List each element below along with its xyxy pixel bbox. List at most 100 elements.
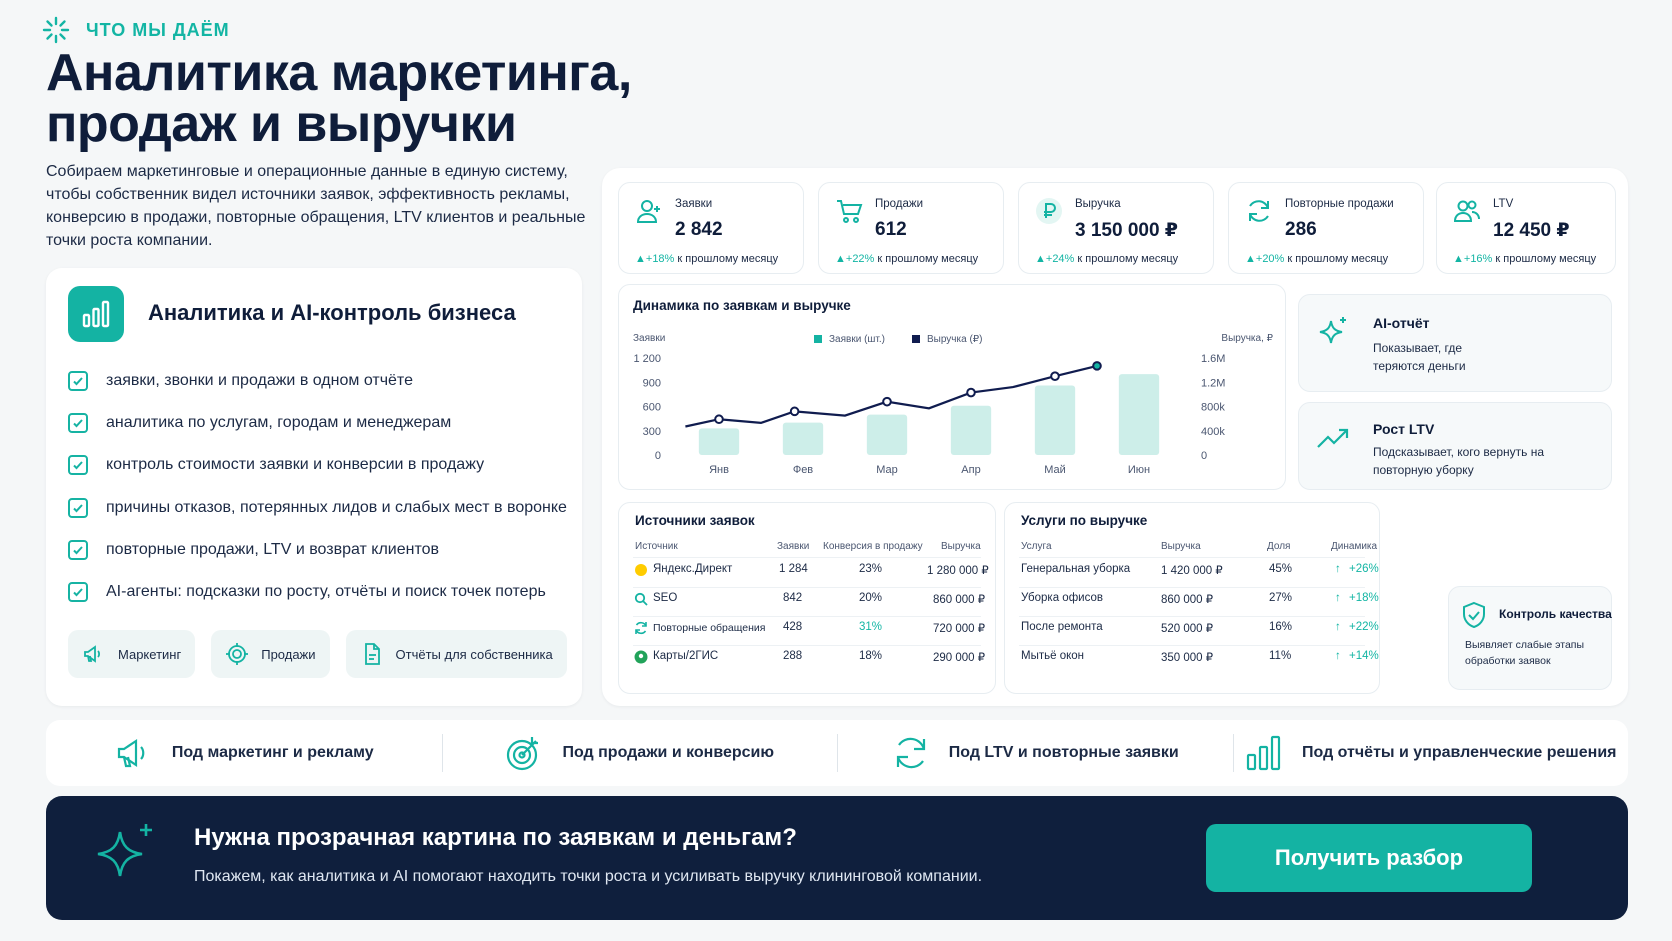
cta-banner: Нужна прозрачная картина по заявкам и де… bbox=[46, 796, 1628, 920]
chart-title: Динамика по заявкам и выручке bbox=[633, 298, 851, 313]
map-pin-icon bbox=[634, 650, 648, 664]
yandex-icon bbox=[635, 564, 647, 576]
source-leads: 288 bbox=[783, 650, 803, 662]
service-dynamics: +26% bbox=[1349, 563, 1379, 575]
list-item: контроль стоимости заявки и конверсии в … bbox=[68, 444, 578, 486]
row-divider bbox=[1019, 645, 1365, 646]
checkbox-icon bbox=[68, 371, 88, 392]
legend-revenue: Выручка (₽) bbox=[927, 334, 982, 345]
megaphone-icon bbox=[117, 738, 145, 768]
arrow-up-icon: ↑ bbox=[1335, 592, 1341, 604]
use-case-reports: Под отчёты и управленческие решения bbox=[1232, 720, 1629, 786]
list-item: аналитика по услугам, городам и менеджер… bbox=[68, 402, 578, 444]
refresh-icon bbox=[896, 737, 925, 769]
kpi-card-ltv: LTV 12 450 ₽ ▲+16% к прошлому месяцу bbox=[1436, 182, 1616, 274]
service-revenue: 350 000 ₽ bbox=[1161, 652, 1214, 664]
list-item: заявки, звонки и продажи в одном отчёте bbox=[68, 360, 578, 402]
source-leads: 842 bbox=[783, 592, 803, 604]
kpi-value: 612 bbox=[875, 219, 907, 240]
source-name: Яндекс.Директ bbox=[653, 563, 733, 575]
list-item: AI-агенты: подсказки по росту, отчёты и … bbox=[68, 571, 578, 613]
revenue-point bbox=[1092, 361, 1102, 371]
y2-tick-label: 1.6M bbox=[1201, 353, 1225, 365]
checkbox-icon bbox=[68, 539, 88, 560]
x-tick-label: Янв bbox=[709, 464, 729, 476]
title-line-1: Аналитика маркетинга, bbox=[46, 44, 632, 102]
sources-table-title: Источники заявок bbox=[635, 513, 755, 528]
service-dynamics: +18% bbox=[1349, 592, 1379, 604]
revenue-point bbox=[966, 387, 976, 398]
source-name: Повторные обращения bbox=[653, 622, 766, 634]
legend-swatch-revenue bbox=[912, 335, 920, 343]
column-header: Услуга bbox=[1021, 541, 1052, 552]
kpi-card-sales: Продажи 612 ▲+22% к прошлому месяцу bbox=[818, 182, 1004, 274]
kpi-change: ▲+16% к прошлому месяцу bbox=[1453, 253, 1596, 265]
service-name: Мытьё окон bbox=[1021, 650, 1084, 662]
source-conversion: 31% bbox=[859, 621, 883, 633]
get-analysis-button[interactable]: Получить разбор bbox=[1206, 824, 1532, 892]
chip-label: Продажи bbox=[261, 646, 316, 662]
chip-sales[interactable]: Продажи bbox=[211, 630, 330, 678]
source-conversion: 18% bbox=[859, 650, 883, 662]
service-dynamics: +22% bbox=[1349, 621, 1379, 633]
eyebrow: ЧТО МЫ ДАЁМ bbox=[42, 16, 230, 44]
kpi-change-icon: ▲ bbox=[635, 253, 646, 265]
list-item-label: заявки, звонки и продажи в одном отчёте bbox=[106, 372, 413, 390]
y-tick-label: 300 bbox=[643, 426, 661, 438]
checkbox-icon bbox=[68, 455, 88, 476]
leads-revenue-chart: Динамика по заявкам и выручке Заявки Выр… bbox=[633, 298, 1274, 476]
use-case-label: Под LTV и повторные заявки bbox=[948, 744, 1179, 761]
service-revenue: 520 000 ₽ bbox=[1161, 623, 1214, 635]
kpi-card-leads: Заявки 2 842 ▲+18% к прошлому месяцу bbox=[618, 182, 804, 274]
kpi-change-suffix: к прошлому месяцу bbox=[1492, 253, 1597, 265]
side-card-text: Подсказывает, кого вернуть на повторную … bbox=[1373, 445, 1545, 477]
list-item: причины отказов, потерянных лидов и слаб… bbox=[68, 487, 578, 529]
kpi-change-suffix: к прошлому месяцу bbox=[874, 253, 979, 265]
use-case-strip: Под маркетинг и рекламу Под продажи и ко… bbox=[46, 720, 1628, 786]
kpi-value: 3 150 000 ₽ bbox=[1075, 220, 1179, 241]
title-line-2: продаж и выручки bbox=[46, 95, 517, 153]
list-item-label: повторные продажи, LTV и возврат клиенто… bbox=[106, 540, 440, 558]
kpi-change: ▲+18% к прошлому месяцу bbox=[635, 253, 778, 265]
service-share: 11% bbox=[1269, 650, 1292, 662]
x-tick-label: Фев bbox=[793, 464, 813, 476]
list-item-label: аналитика по услугам, городам и менеджер… bbox=[106, 414, 452, 432]
kpi-change: ▲+20% к прошлому месяцу bbox=[1245, 253, 1388, 265]
x-tick-label: Июн bbox=[1128, 464, 1150, 476]
lead-text: Собираем маркетинговые и операционные да… bbox=[46, 163, 586, 249]
list-item: повторные продажи, LTV и возврат клиенто… bbox=[68, 529, 578, 571]
bar bbox=[866, 414, 908, 455]
cart-icon bbox=[837, 200, 863, 223]
service-revenue: 860 000 ₽ bbox=[1161, 594, 1214, 606]
feature-list: заявки, звонки и продажи в одном отчёте … bbox=[68, 360, 578, 613]
chip-label: Маркетинг bbox=[118, 646, 182, 662]
x-tick-label: Май bbox=[1044, 464, 1066, 476]
kpi-change: ▲+22% к прошлому месяцу bbox=[835, 253, 978, 265]
chip-owner-reports[interactable]: Отчёты для собственника bbox=[345, 630, 567, 678]
column-header: Выручка bbox=[941, 541, 981, 552]
shield-check-icon bbox=[1463, 601, 1485, 629]
services-table-title: Услуги по выручке bbox=[1021, 513, 1148, 528]
y2-tick-label: 800k bbox=[1201, 402, 1225, 414]
page-title: Аналитика маркетинга, продаж и выручки bbox=[46, 44, 746, 153]
revenue-point bbox=[882, 396, 892, 407]
sources-table: Источники заявок Источник Заявки Конверс… bbox=[618, 502, 996, 694]
chip-marketing[interactable]: Маркетинг bbox=[68, 630, 196, 678]
list-item-label: причины отказов, потерянных лидов и слаб… bbox=[106, 498, 567, 516]
source-name: SEO bbox=[653, 592, 678, 604]
sparkle-icon bbox=[1319, 317, 1346, 344]
kpi-change-icon: ▲ bbox=[1453, 253, 1464, 265]
sparkle-burst-icon bbox=[42, 16, 70, 44]
kpi-value: 2 842 bbox=[675, 219, 723, 240]
use-case-label: Под маркетинг и рекламу bbox=[171, 744, 374, 761]
row-divider bbox=[1019, 557, 1365, 558]
bar bbox=[1034, 385, 1076, 455]
side-card-text: Показывает, где теряются деньги bbox=[1373, 341, 1466, 373]
service-share: 16% bbox=[1269, 621, 1293, 633]
side-card-title: Рост LTV bbox=[1373, 421, 1435, 437]
kpi-value: 286 bbox=[1285, 219, 1317, 240]
kpi-card-revenue: Выручка 3 150 000 ₽ ▲+24% к прошлому мес… bbox=[1018, 182, 1214, 274]
kpi-change-icon: ▲ bbox=[1245, 253, 1256, 265]
y-axis-label: Заявки bbox=[633, 333, 665, 344]
y-tick-label: 0 bbox=[655, 450, 661, 462]
